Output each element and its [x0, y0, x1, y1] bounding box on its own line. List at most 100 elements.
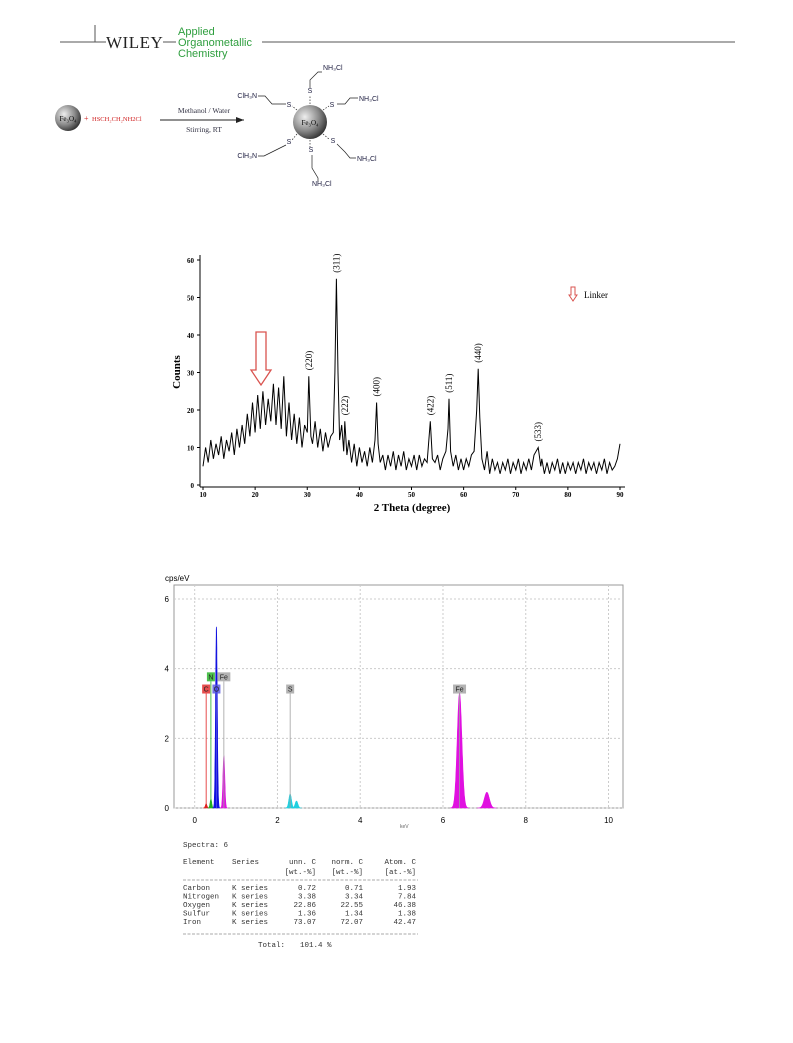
amine: ClH₃N: [237, 93, 257, 100]
table-text: K series: [232, 894, 268, 902]
table-text: [wt.-%]: [284, 869, 316, 877]
table-text: 1.93: [398, 885, 417, 893]
amine: ClH₃N: [237, 153, 257, 160]
amine: NH₃Cl: [323, 65, 343, 72]
x-tick-label: 10: [200, 491, 208, 499]
sulfur: S: [308, 88, 313, 95]
reagent: HSCH₂CH₂NH2Cl: [92, 116, 142, 123]
journal-line: Organometallic: [178, 37, 252, 49]
peak-label: (400): [372, 377, 382, 397]
table-text: 73.07: [293, 919, 316, 927]
table-text: K series: [232, 902, 268, 910]
amine: NH₃Cl: [357, 156, 377, 163]
sulfur: S: [330, 102, 335, 109]
particle: [293, 105, 327, 139]
table-text: Nitrogen: [183, 894, 219, 902]
x-tick-label: 30: [304, 491, 312, 499]
journal-line: Applied: [178, 26, 215, 38]
y-tick-label: 0: [165, 804, 170, 813]
element-tag: [453, 684, 467, 694]
x-axis-label: keV: [400, 824, 409, 830]
spectrum-peak: [291, 800, 302, 809]
xrd-chart: 0 10 20 30 40 50 60 10 20 30 40 50 60 70 80 90 2 Theta (…: [171, 254, 625, 514]
condition: Stirring, RT: [186, 125, 222, 134]
x-tick-label: 10: [604, 816, 613, 825]
x-tick-label: 8: [524, 816, 529, 825]
peak-label: (422): [425, 396, 435, 416]
sulfur: S: [287, 139, 292, 146]
particle: [55, 105, 81, 131]
x-tick-label: 2: [275, 816, 280, 825]
bonds: [258, 71, 358, 182]
element-label: O: [214, 687, 220, 694]
table-text: 3.38: [298, 894, 316, 902]
table-text: 22.55: [340, 902, 363, 910]
sulfur: S: [309, 147, 314, 154]
table-text: 46.38: [393, 902, 416, 910]
x-tick-label: 20: [252, 491, 260, 499]
x-tick-label: 4: [358, 816, 363, 825]
sulfur: S: [287, 102, 292, 109]
x-tick-label: 90: [617, 491, 625, 499]
reactant: Fe₃O₄: [60, 115, 77, 123]
peak-label: (533): [533, 422, 543, 442]
y-tick-label: 20: [187, 407, 195, 415]
peak-label: (220): [304, 351, 314, 371]
element-tag: [206, 672, 215, 682]
table-text: [wt.-%]: [331, 869, 363, 877]
y-tick-label: 4: [165, 665, 170, 674]
table-text: Atom. C: [384, 859, 416, 867]
edx-table: Spectra: 6 Element Series unn. C norm. C Atom…: [183, 842, 418, 950]
table-text: norm. C: [331, 859, 363, 867]
amine: NH₃Cl: [312, 181, 332, 188]
legend-symbol: [568, 286, 578, 302]
table-text: 1.38: [398, 911, 416, 919]
table-text: Element: [183, 859, 215, 867]
table-text: 3.34: [345, 894, 364, 902]
spectrum-peak: [476, 791, 497, 809]
table-text: 1.34: [345, 911, 364, 919]
peak-label: (440): [473, 343, 483, 363]
element-tag: [212, 684, 221, 694]
table-text: 72.07: [340, 919, 363, 927]
table-text: 7.84: [398, 894, 417, 902]
table-text: 42.47: [393, 919, 416, 927]
table-text: [at.-%]: [384, 869, 416, 877]
y-tick-label: 6: [165, 595, 170, 604]
element-tag: [202, 684, 211, 694]
x-tick-label: 50: [408, 491, 416, 499]
peak-label: (511): [444, 374, 454, 393]
table-text: 0.72: [298, 885, 316, 893]
y-axis-label: Counts: [171, 354, 183, 388]
table-text: 22.86: [293, 902, 316, 910]
element-tag: [286, 684, 295, 694]
y-tick-label: 60: [187, 257, 195, 265]
y-tick-label: 40: [187, 332, 195, 340]
table-text: Sulfur: [183, 911, 210, 919]
table-text: 101.4 %: [300, 942, 332, 950]
product-core: Fe₃O₄: [302, 119, 319, 127]
table-text: Carbon: [183, 885, 210, 893]
y-tick-label: 10: [187, 445, 195, 453]
y-tick-label: 50: [187, 295, 195, 303]
linker-arrow: [249, 331, 273, 387]
x-tick-label: 6: [441, 816, 446, 825]
peak-label: (222): [340, 396, 350, 416]
scheme: Fe₃O₄ + HSCH₂CH₂NH2Cl Methanol / Water S…: [55, 65, 379, 188]
x-tick-label: 0: [192, 816, 197, 825]
table-text: Total:: [258, 942, 285, 950]
legend-label: Linker: [584, 290, 608, 300]
plus: +: [84, 114, 89, 123]
condition: Methanol / Water: [178, 106, 231, 115]
x-tick-label: 70: [512, 491, 520, 499]
table-text: unn. C: [289, 859, 317, 867]
element-label: C: [204, 687, 209, 694]
y-tick-label: 0: [191, 482, 195, 490]
brand: WILEY: [106, 33, 163, 52]
plot-frame: [173, 584, 624, 809]
y-tick-label: 2: [165, 734, 170, 743]
table-text: Spectra: 6: [183, 842, 229, 850]
